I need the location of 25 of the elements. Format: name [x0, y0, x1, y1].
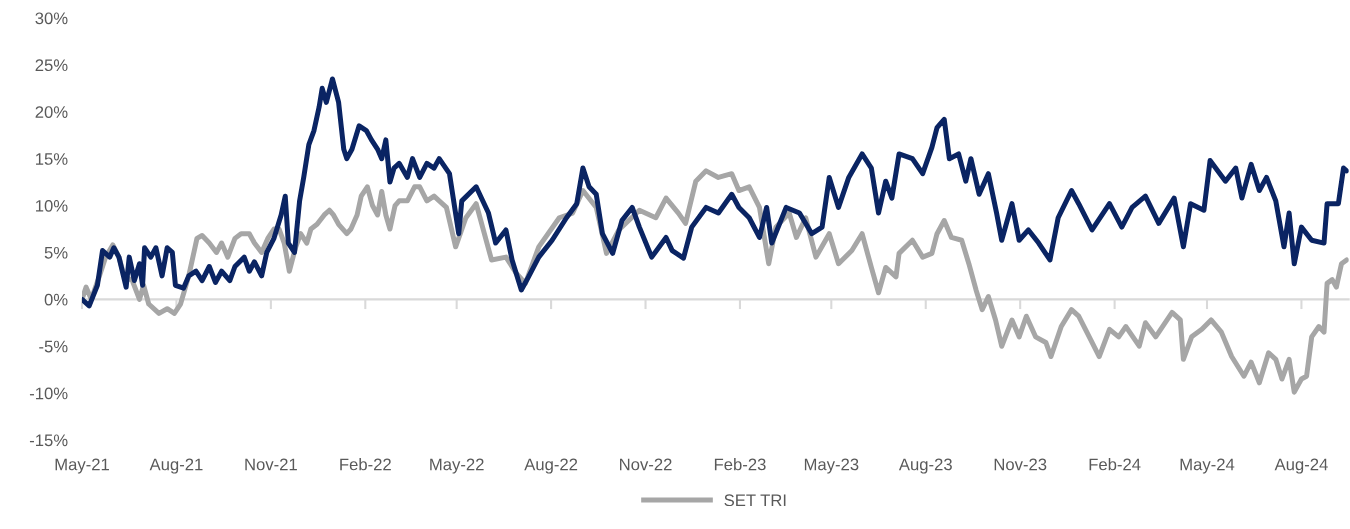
- y-tick-label: -15%: [29, 434, 68, 447]
- y-tick-label: 20%: [35, 106, 68, 118]
- y-tick-label: -5%: [39, 340, 68, 353]
- x-tick-label: May-21: [55, 458, 109, 474]
- x-tick-label: Aug-23: [898, 458, 952, 474]
- y-tick-label: 25%: [35, 59, 68, 72]
- x-tick-label: May-23: [804, 458, 859, 474]
- x-tick-label: Nov-21: [245, 458, 297, 471]
- x-tick-label: May-24: [1180, 458, 1235, 474]
- x-tick-label: Feb-24: [1089, 458, 1141, 471]
- y-tick-label: 10%: [36, 199, 68, 212]
- x-tick-label: Aug-24: [1274, 458, 1328, 474]
- x-tick-label: Aug-22: [524, 458, 578, 474]
- y-tick-label: 0%: [44, 293, 68, 306]
- x-tick-label: Feb-23: [714, 458, 766, 471]
- x-tick-label: Nov-23: [994, 458, 1047, 471]
- y-tick-label: 30%: [35, 12, 68, 25]
- x-tick-label: May-22: [430, 458, 484, 474]
- y-tick-label: 15%: [36, 153, 68, 165]
- y-tick-label: -10%: [29, 387, 68, 400]
- x-tick-label: Nov-22: [620, 458, 672, 471]
- legend-label: SET TRI: [724, 494, 786, 507]
- y-tick-label: 5%: [44, 246, 68, 259]
- x-tick-label: Aug-21: [149, 458, 203, 474]
- x-tick-label: Feb-22: [340, 458, 391, 471]
